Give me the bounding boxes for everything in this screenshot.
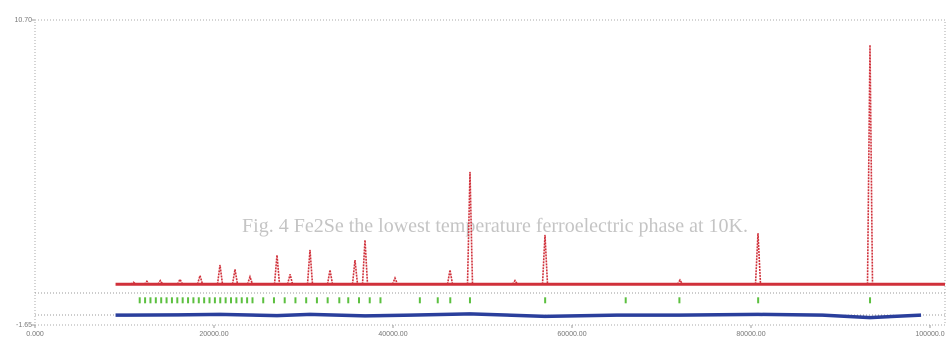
- x-tick-label: 80000.00: [736, 331, 765, 338]
- peak: [306, 249, 314, 285]
- peak: [216, 264, 224, 285]
- peak: [231, 269, 239, 285]
- x-tick-label: 0.000: [26, 331, 44, 338]
- x-tick-label: 20000.00: [199, 331, 228, 338]
- y-tick-label: -1.65: [16, 322, 32, 329]
- peak: [130, 281, 137, 285]
- peak: [541, 234, 549, 285]
- peak: [273, 255, 281, 285]
- x-tick-label: 40000.00: [378, 331, 407, 338]
- peak: [246, 274, 254, 285]
- peak: [351, 259, 359, 285]
- peak: [361, 239, 369, 285]
- peak: [754, 233, 762, 285]
- x-tick-label: 60000.00: [557, 331, 586, 338]
- peak: [176, 277, 184, 285]
- y-tick-label: 10.70: [14, 17, 32, 24]
- peak: [391, 275, 399, 285]
- peak: [157, 279, 164, 285]
- peak: [676, 278, 684, 285]
- peak: [286, 274, 294, 285]
- x-tick-label: 100000.0: [915, 331, 944, 338]
- annotation: Fig. 4 Fe2Se the lowest temperature ferr…: [242, 215, 748, 237]
- peak: [511, 279, 519, 285]
- peak: [466, 171, 474, 285]
- peak: [866, 44, 874, 285]
- difference-curve: [115, 312, 922, 320]
- peak: [143, 280, 150, 285]
- peak: [446, 269, 454, 285]
- plot-frame: [34, 19, 946, 326]
- peak: [326, 269, 334, 285]
